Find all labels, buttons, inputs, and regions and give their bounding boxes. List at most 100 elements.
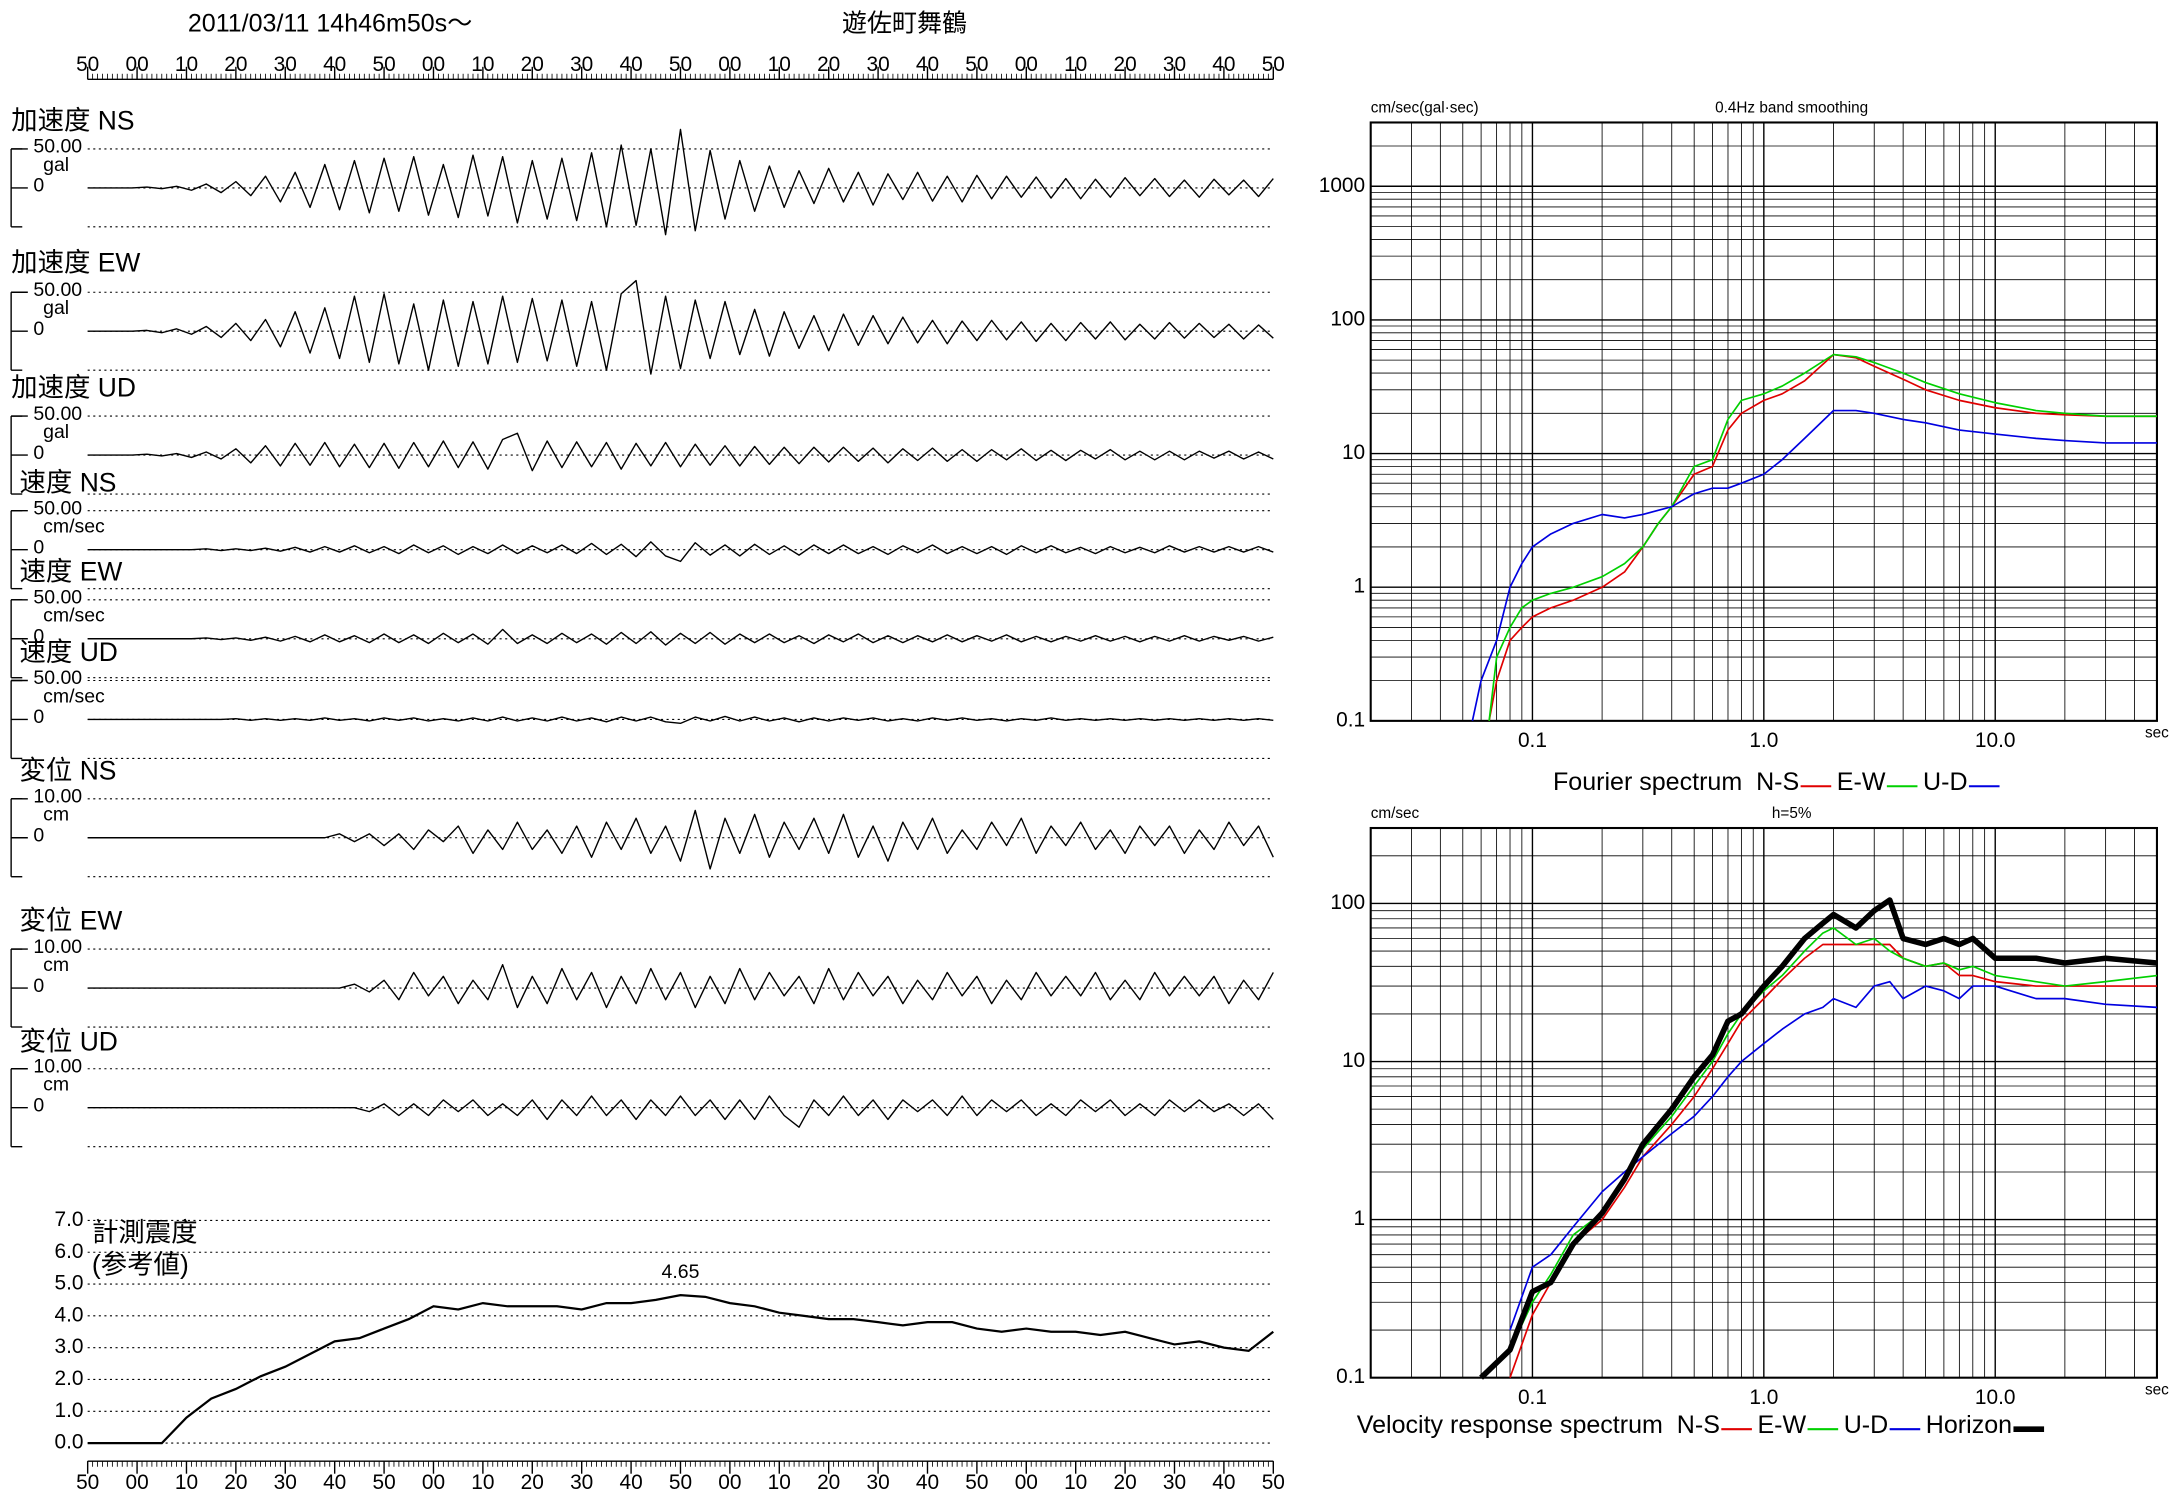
waveform bbox=[87, 963, 1274, 1009]
spectrum-line bbox=[1471, 409, 2157, 722]
y-tick-label: 4.0 bbox=[54, 1303, 83, 1326]
trace-unit: gal bbox=[43, 421, 69, 443]
x-tick-label: 10 bbox=[175, 1471, 198, 1494]
waveform bbox=[87, 628, 1274, 646]
x-tick-label: 50 bbox=[669, 53, 692, 76]
x-tick-label: 00 bbox=[718, 53, 741, 76]
x-tick-label: 10 bbox=[471, 1471, 494, 1494]
x-tick-label: 00 bbox=[1015, 1471, 1038, 1494]
trace-unit: cm/sec bbox=[43, 685, 105, 707]
trace-title: 変位 EW bbox=[19, 906, 122, 936]
spectrum-line bbox=[1509, 943, 2157, 1378]
y-tick-label: 50.00 bbox=[33, 587, 82, 609]
y-tick-label: 3.0 bbox=[54, 1335, 83, 1358]
x-tick-label: 00 bbox=[718, 1471, 741, 1494]
x-tick-label: 10.0 bbox=[1975, 729, 2016, 752]
y-tick-label: 0 bbox=[33, 175, 44, 197]
x-tick-label: 10 bbox=[471, 53, 494, 76]
x-tick-label: 10 bbox=[175, 53, 198, 76]
x-tick-label: 40 bbox=[323, 1471, 346, 1494]
trace-unit: cm bbox=[43, 954, 69, 976]
waveform bbox=[87, 809, 1274, 870]
x-tick-label: 40 bbox=[916, 53, 939, 76]
y-tick-label: 0 bbox=[33, 1094, 44, 1116]
x-tick-label: 30 bbox=[1163, 1471, 1186, 1494]
x-tick-label: 00 bbox=[125, 1471, 148, 1494]
y-axis-label: cm/sec bbox=[1371, 805, 1420, 822]
chart-title: 計測震度 bbox=[92, 1217, 198, 1247]
trace-title: 速度 NS bbox=[19, 467, 116, 497]
x-tick-label: 00 bbox=[125, 53, 148, 76]
x-tick-label: 20 bbox=[521, 1471, 544, 1494]
plot-frame bbox=[1369, 121, 2158, 722]
y-tick-label: 10.00 bbox=[33, 1056, 82, 1078]
x-tick-label: 50 bbox=[372, 1471, 395, 1494]
y-tick-label: 10 bbox=[1342, 1049, 1365, 1072]
x-tick-label: 10 bbox=[1064, 1471, 1087, 1494]
trace-unit: cm/sec bbox=[43, 516, 105, 538]
x-tick-label: 1.0 bbox=[1749, 1386, 1778, 1409]
x-tick-label: 30 bbox=[274, 53, 297, 76]
x-tick-label: 10.0 bbox=[1975, 1386, 2016, 1409]
trace-title: 変位 UD bbox=[19, 1027, 117, 1057]
legend-label: E-W bbox=[1837, 768, 1886, 796]
x-axis-label: sec bbox=[2145, 1381, 2169, 1398]
waveform bbox=[87, 128, 1274, 236]
x-tick-label: 50 bbox=[669, 1471, 692, 1494]
chart-title: h=5% bbox=[1772, 805, 1812, 822]
legend-label: U-D bbox=[1923, 768, 1968, 796]
trace-unit: gal bbox=[43, 297, 69, 319]
x-tick-label: 30 bbox=[570, 1471, 593, 1494]
trace-title: 加速度 UD bbox=[11, 373, 136, 403]
legend-caption: Velocity response spectrum bbox=[1357, 1411, 1663, 1439]
intensity-line bbox=[87, 1294, 1274, 1445]
x-tick-label: 50 bbox=[76, 1471, 99, 1494]
x-tick-label: 50 bbox=[1262, 1471, 1285, 1494]
y-tick-label: 100 bbox=[1330, 307, 1365, 330]
spectrum-line bbox=[1488, 353, 2157, 721]
y-tick-label: 0.1 bbox=[1336, 708, 1365, 731]
trace-title: 速度 EW bbox=[19, 556, 122, 586]
y-tick-label: 0 bbox=[33, 536, 44, 558]
x-tick-label: 1.0 bbox=[1749, 729, 1778, 752]
x-tick-label: 40 bbox=[1212, 1471, 1235, 1494]
y-axis-label: cm/sec(gal·sec) bbox=[1371, 100, 1479, 117]
legend-label: U-D bbox=[1844, 1411, 1889, 1439]
y-tick-label: 0 bbox=[33, 825, 44, 847]
y-tick-label: 50.00 bbox=[33, 403, 82, 425]
trace-unit: cm bbox=[43, 1074, 69, 1096]
trace-title: 加速度 NS bbox=[11, 105, 134, 135]
y-tick-label: 1 bbox=[1354, 575, 1366, 598]
x-tick-label: 20 bbox=[817, 53, 840, 76]
x-tick-label: 20 bbox=[1113, 1471, 1136, 1494]
x-tick-label: 50 bbox=[76, 53, 99, 76]
y-tick-label: 6.0 bbox=[54, 1240, 83, 1263]
trace-title: 変位 NS bbox=[19, 755, 116, 785]
x-tick-label: 50 bbox=[965, 1471, 988, 1494]
y-tick-label: 0 bbox=[33, 975, 44, 997]
trace-unit: gal bbox=[43, 154, 69, 176]
x-tick-label: 30 bbox=[570, 53, 593, 76]
y-tick-label: 1 bbox=[1354, 1207, 1366, 1230]
x-tick-label: 20 bbox=[521, 53, 544, 76]
y-tick-label: 10.00 bbox=[33, 786, 82, 808]
legend-caption: Fourier spectrum bbox=[1553, 768, 1742, 796]
y-tick-label: 0 bbox=[33, 626, 44, 648]
y-tick-label: 50.00 bbox=[33, 279, 82, 301]
y-tick-label: 10 bbox=[1342, 441, 1365, 464]
x-tick-label: 40 bbox=[916, 1471, 939, 1494]
chart-title: 0.4Hz band smoothing bbox=[1715, 100, 1868, 117]
legend-label: Horizon bbox=[1926, 1411, 2012, 1439]
x-tick-label: 40 bbox=[619, 1471, 642, 1494]
spectrum-line bbox=[1509, 980, 2158, 1331]
x-tick-label: 20 bbox=[224, 53, 247, 76]
y-tick-label: 0 bbox=[33, 442, 44, 464]
x-axis-label: sec bbox=[2145, 724, 2169, 741]
record-time: 2011/03/11 14h46m50s〜 bbox=[188, 10, 472, 38]
x-tick-label: 30 bbox=[866, 53, 889, 76]
spectrum-line bbox=[1488, 353, 2157, 722]
x-tick-label: 30 bbox=[866, 1471, 889, 1494]
x-tick-label: 00 bbox=[422, 1471, 445, 1494]
chart-subtitle: (参考値) bbox=[92, 1249, 189, 1279]
